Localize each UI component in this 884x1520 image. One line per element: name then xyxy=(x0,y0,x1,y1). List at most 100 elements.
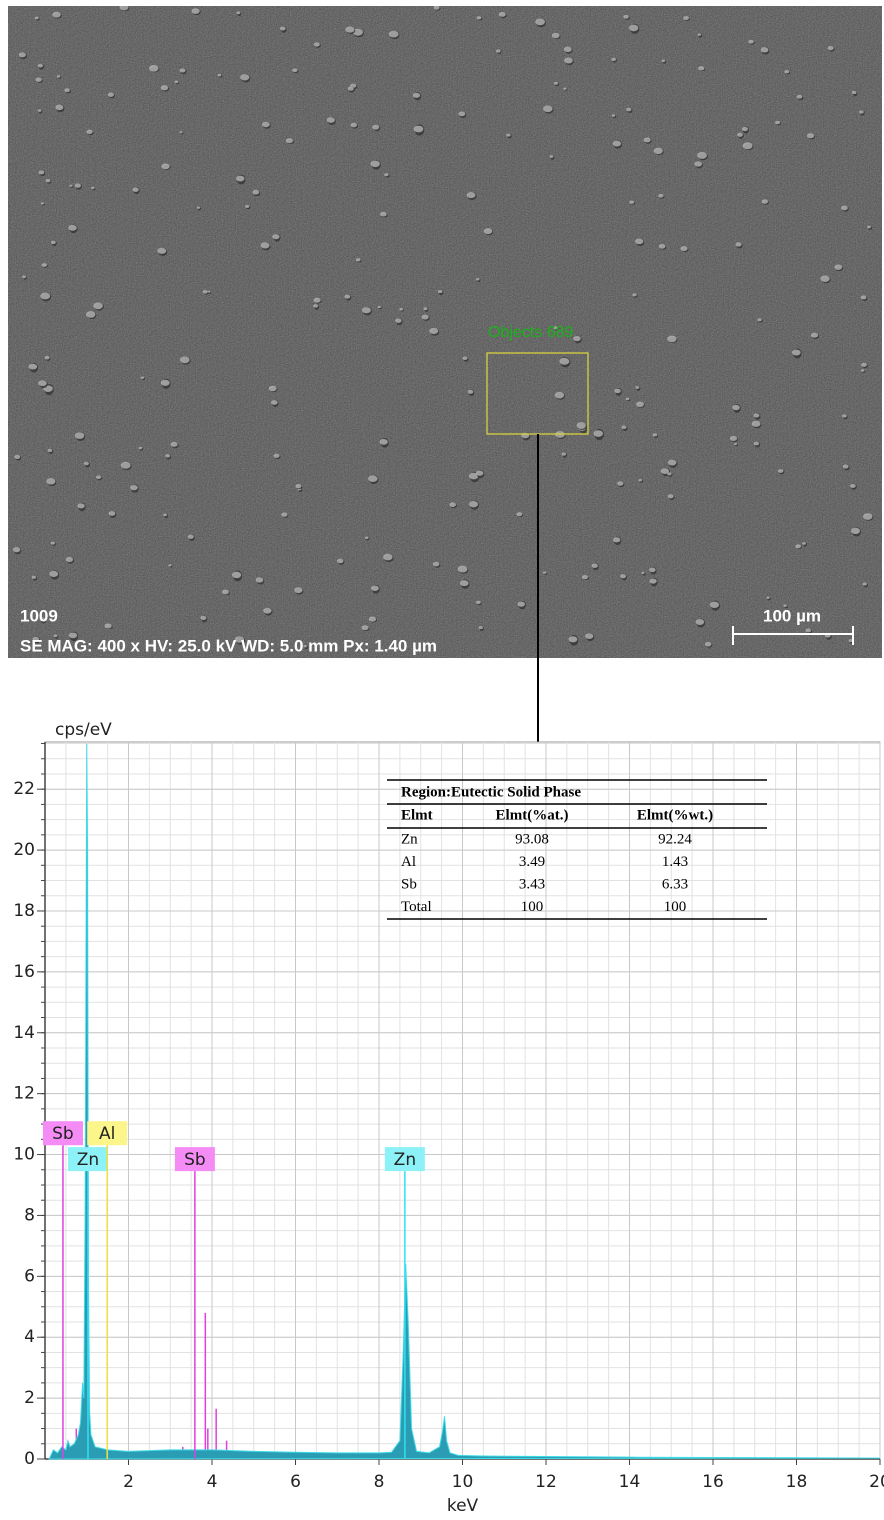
particle xyxy=(105,624,112,629)
particle xyxy=(369,617,376,622)
particle xyxy=(462,356,467,360)
table-cell: 93.08 xyxy=(515,831,549,847)
table-cell: 1.43 xyxy=(662,854,688,870)
y-tick-label: 18 xyxy=(13,901,35,921)
particle xyxy=(171,442,178,447)
table-cell: 100 xyxy=(664,899,687,915)
table-cell: 6.33 xyxy=(662,876,688,892)
particle xyxy=(380,439,388,445)
particle xyxy=(38,64,43,68)
particle xyxy=(378,306,381,308)
particle xyxy=(218,74,222,77)
particle xyxy=(506,134,510,137)
particle xyxy=(582,575,588,579)
particle xyxy=(552,33,560,38)
element-label: Al xyxy=(99,1124,115,1144)
particle xyxy=(40,293,50,300)
particle xyxy=(594,430,604,437)
particle xyxy=(667,336,676,343)
particle xyxy=(337,559,344,564)
particle xyxy=(852,91,857,94)
particle xyxy=(477,16,482,19)
particle xyxy=(262,122,270,127)
particle xyxy=(696,619,705,625)
particle xyxy=(479,626,483,629)
particle xyxy=(32,576,36,579)
particle xyxy=(38,380,46,386)
particle xyxy=(168,564,171,566)
particle xyxy=(120,4,129,10)
particle xyxy=(458,566,468,573)
x-tick-label: 14 xyxy=(619,1472,641,1492)
particle xyxy=(52,12,60,18)
x-tick-label: 20 xyxy=(869,1472,884,1492)
particle xyxy=(35,17,39,20)
particle xyxy=(806,629,812,633)
particle xyxy=(585,633,593,639)
particle xyxy=(365,537,368,539)
particle xyxy=(563,88,566,90)
table-header: Elmt(%wt.) xyxy=(637,807,713,823)
particle xyxy=(36,78,42,82)
y-axis-label: cps/eV xyxy=(55,720,112,740)
particle xyxy=(51,542,55,545)
y-tick-label: 14 xyxy=(13,1023,35,1043)
particle xyxy=(795,544,801,548)
particle xyxy=(535,19,545,26)
particle xyxy=(66,557,73,562)
particle xyxy=(449,502,456,507)
particle xyxy=(84,462,89,466)
particle xyxy=(653,433,658,436)
particle xyxy=(271,400,278,405)
particle xyxy=(222,590,229,595)
particle xyxy=(555,392,564,399)
particle xyxy=(667,472,671,475)
particle xyxy=(698,33,702,36)
particle xyxy=(46,179,51,182)
particle xyxy=(371,585,379,590)
particle xyxy=(797,95,803,99)
particle xyxy=(460,580,469,586)
particle xyxy=(346,26,355,32)
particle xyxy=(859,110,864,113)
particle xyxy=(188,535,194,539)
table-cell: 92.24 xyxy=(658,831,692,847)
particle xyxy=(550,155,554,158)
particle xyxy=(423,307,427,310)
particle xyxy=(626,398,630,401)
x-tick-label: 2 xyxy=(123,1472,134,1492)
table-cell: Total xyxy=(401,899,432,915)
particle xyxy=(200,616,206,620)
image-id: 1009 xyxy=(20,606,58,625)
table-cell: 100 xyxy=(521,899,544,915)
particle xyxy=(180,356,190,363)
particle xyxy=(564,47,572,52)
particle xyxy=(863,583,867,586)
particle xyxy=(636,402,644,407)
figure: Objects 689 1009 SE MAG: 400 x HV: 25.0 … xyxy=(0,0,884,1520)
particle xyxy=(613,141,621,147)
particle xyxy=(841,206,848,211)
x-tick-label: 18 xyxy=(786,1472,808,1492)
particle xyxy=(543,571,546,573)
y-tick-label: 2 xyxy=(24,1388,35,1408)
y-tick-label: 12 xyxy=(13,1084,35,1104)
particle xyxy=(314,298,321,303)
particle xyxy=(559,358,569,365)
particle xyxy=(108,93,114,97)
particle xyxy=(629,201,634,204)
particle xyxy=(635,238,643,244)
x-tick-label: 12 xyxy=(535,1472,557,1492)
particle xyxy=(476,601,481,604)
particle xyxy=(742,127,748,131)
particle xyxy=(743,142,753,149)
particle xyxy=(698,66,704,70)
element-label: Sb xyxy=(184,1150,206,1170)
particle xyxy=(710,602,719,608)
particle xyxy=(174,81,178,84)
particle xyxy=(362,625,369,630)
particle xyxy=(383,554,393,561)
particle xyxy=(638,479,642,482)
particle xyxy=(292,69,297,73)
particle xyxy=(499,12,506,17)
